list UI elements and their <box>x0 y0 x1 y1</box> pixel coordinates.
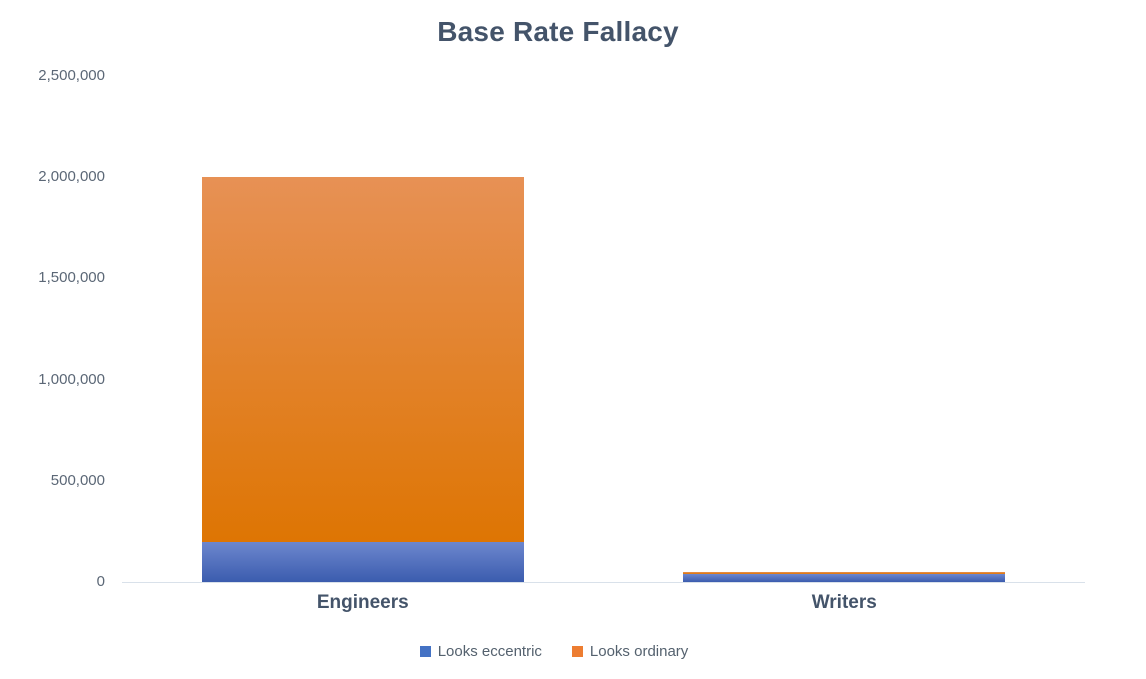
category-slot-writers <box>604 76 1086 582</box>
stacked-bar-engineers <box>201 177 524 582</box>
y-axis-tick-label: 2,000,000 <box>38 168 105 186</box>
category-label-writers: Writers <box>811 592 877 613</box>
bar-segment-looks-ordinary <box>683 571 1006 574</box>
bar-segment-looks-ordinary <box>201 177 524 542</box>
plot-area <box>122 76 1085 583</box>
category-slot-engineers <box>122 76 604 582</box>
stacked-bar-writers <box>683 571 1006 582</box>
legend-label: Looks ordinary <box>589 643 689 660</box>
legend-item-looks-ordinary: Looks ordinary <box>571 643 689 660</box>
y-axis-tick-label: 1,000,000 <box>38 370 105 388</box>
y-axis-tick-label: 1,500,000 <box>38 269 105 287</box>
legend-label: Looks eccentric <box>437 643 542 660</box>
y-axis-tick-label: 0 <box>96 573 105 590</box>
category-label-engineers: Engineers <box>316 592 409 613</box>
bar-segment-looks-eccentric <box>683 573 1006 582</box>
x-axis-category-labels: Engineers Writers <box>122 592 1085 614</box>
y-axis-tick-label: 2,500,000 <box>38 67 105 84</box>
bar-segment-looks-eccentric <box>201 541 524 582</box>
legend: Looks eccentric Looks ordinary <box>0 643 1127 660</box>
y-axis: 0 500,000 1,000,000 1,500,000 2,000,000 2,500… <box>0 67 105 590</box>
y-axis-tick-label: 500,000 <box>50 471 105 489</box>
legend-item-looks-eccentric: Looks eccentric <box>419 643 542 660</box>
legend-swatch-icon <box>419 646 431 657</box>
legend-swatch-icon <box>571 646 583 657</box>
chart-title: Base Rate Fallacy <box>437 16 679 47</box>
